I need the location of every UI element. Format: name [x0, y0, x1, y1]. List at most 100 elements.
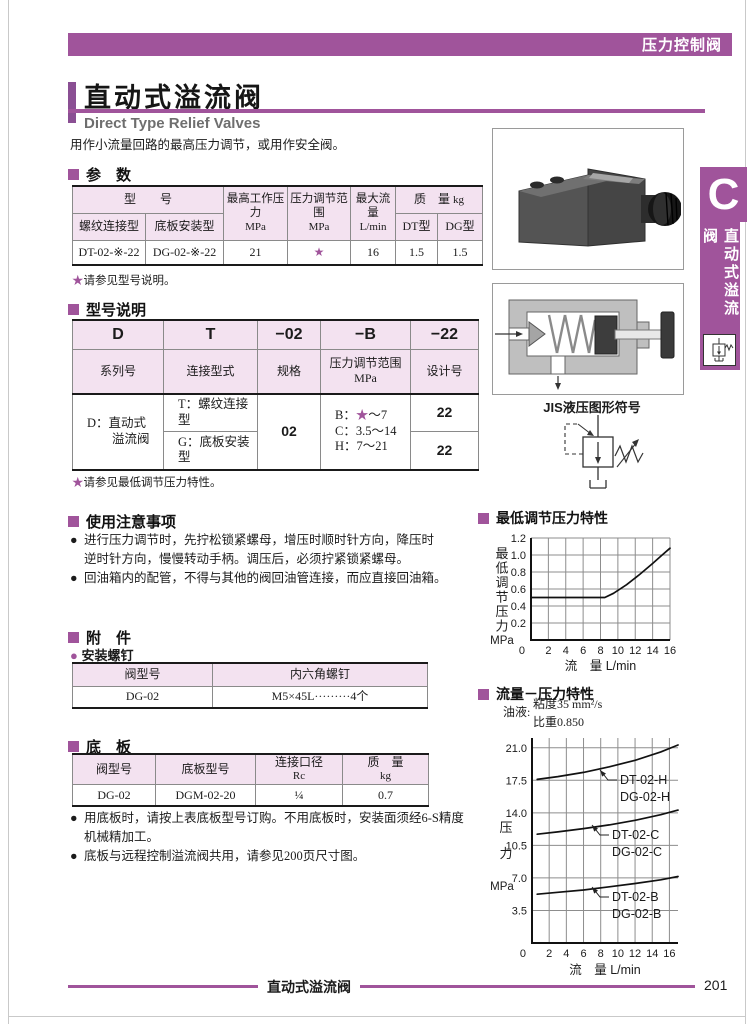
svg-text:21.0: 21.0 [506, 743, 527, 755]
code-spec: −02 [257, 319, 321, 350]
side-tab-letter: C [700, 167, 747, 222]
svg-text:调: 调 [495, 575, 508, 590]
section-heading-label: 最低调节压力特性 [496, 510, 608, 526]
section-heading-accessory: 附 件 [68, 627, 131, 648]
params-note: ★请参见型号说明。 [72, 275, 176, 287]
svg-text:14: 14 [646, 948, 658, 960]
page-edge-left [8, 0, 9, 1024]
col-header-screw: 内六角螺钉 [212, 662, 428, 687]
svg-text:8: 8 [597, 645, 603, 657]
section-heading-params: 参 数 [68, 164, 131, 185]
label-range: 压力调节范围 MPa [320, 349, 411, 395]
cell-max-pressure: 21 [223, 239, 289, 266]
svg-text:0.6: 0.6 [511, 584, 526, 596]
section-heading-label: 附 件 [86, 630, 132, 647]
cell-plate-model: DGM-02-20 [155, 783, 256, 807]
side-tab-symbol-box [703, 334, 736, 366]
jis-relief-valve-symbol-icon [564, 415, 644, 489]
page-title: 直动式溢流阀 [84, 83, 264, 113]
col-header-max-flow: 最大流量 L/min [350, 185, 397, 241]
cell-design-t: 22 [410, 393, 479, 432]
section-square-icon [68, 632, 79, 643]
svg-text:流 量 L/min: 流 量 L/min [569, 963, 641, 977]
side-tab: 直动式溢流阀 [700, 222, 740, 370]
svg-text:0.8: 0.8 [511, 567, 526, 579]
section-square-icon [68, 169, 79, 180]
svg-text:4: 4 [563, 645, 569, 657]
label-conn: 连接型式 [163, 349, 258, 395]
code-conn: T [163, 319, 258, 350]
cell-max-flow: 16 [350, 239, 397, 266]
section-square-icon [478, 512, 489, 524]
svg-text:14.0: 14.0 [506, 808, 527, 820]
svg-text:力: 力 [499, 846, 512, 861]
svg-text:12: 12 [629, 948, 641, 960]
svg-text:流 量 L/min: 流 量 L/min [565, 659, 637, 673]
cross-section-figure [495, 299, 675, 390]
svg-text:0: 0 [519, 645, 525, 657]
bullet-icon: ● [70, 849, 78, 863]
range-b: B：★～7 [335, 408, 388, 423]
col-header-plate-model: 底板型号 [155, 753, 256, 785]
svg-text:7.0: 7.0 [512, 873, 527, 885]
svg-text:1.0: 1.0 [511, 550, 526, 562]
svg-text:DG-02-B: DG-02-B [612, 907, 661, 921]
code-range: −B [320, 319, 411, 350]
svg-text:DG-02-H: DG-02-H [620, 790, 670, 804]
col-header-max-pressure: 最高工作压力 MPa [223, 185, 289, 241]
cell-spec: 02 [257, 393, 321, 470]
cell-valve-model: DG-02 [72, 685, 213, 709]
section-square-icon [478, 688, 489, 700]
cell-ranges: B：★～7 C：3.5～14 H：7～21 [320, 393, 411, 470]
col-header-valve-model: 阀型号 [72, 753, 156, 785]
subplate-table: 阀型号 底板型号 连接口径 Rc 质 量 kg DG-02 DGM-02-20 ¼ … [72, 753, 429, 808]
svg-text:压: 压 [499, 820, 512, 835]
svg-text:10.5: 10.5 [506, 840, 527, 852]
section-heading-label: 使用注意事项 [86, 514, 177, 531]
svg-text:DG-02-C: DG-02-C [612, 845, 662, 859]
product-photo-box [492, 128, 684, 270]
cell-valve-model: DG-02 [72, 783, 156, 807]
cell-conn-t: T：螺纹连接型 [163, 393, 258, 432]
page-edge-bottom [8, 1016, 746, 1017]
col-header-valve-model: 阀型号 [72, 662, 213, 687]
section-heading-usage: 使用注意事项 [68, 511, 176, 532]
cross-section-box [492, 283, 684, 395]
section-heading-label: 底 板 [86, 739, 132, 756]
side-tab-label: 直动式溢流阀 [701, 228, 739, 318]
svg-text:10: 10 [612, 645, 624, 657]
label-spec: 规格 [257, 349, 321, 395]
bullet-icon: ● [70, 648, 82, 663]
list-item: ● 底板与远程控制溢流阀共用，请参见200页尺寸图。 [70, 847, 488, 866]
model-code-note: ★请参见最低调节压力特性。 [72, 477, 222, 489]
label-design: 设计号 [410, 349, 479, 395]
col-header-port: 连接口径 Rc [255, 753, 343, 785]
cell-mass: 0.7 [342, 783, 429, 807]
svg-text:16: 16 [663, 948, 675, 960]
page-number: 201 [704, 977, 728, 993]
svg-text:0.2: 0.2 [511, 618, 526, 630]
svg-text:0: 0 [520, 948, 526, 960]
col-header-dt: DT型 [395, 212, 439, 241]
bullet-icon: ● [70, 811, 78, 825]
title-accent-bar [68, 82, 76, 123]
range-c: C：3.5～14 [335, 423, 397, 438]
section-heading-model-code: 型号说明 [68, 299, 146, 320]
flow-pressure-chart: 2 4 6 8 10 12 14 16 3.5 7.0 10.5 14.0 17.5 21.0 0 DT-02… [490, 738, 679, 977]
oil-gravity: 比重0.850 [533, 715, 585, 729]
cell-design-g: 22 [410, 431, 479, 470]
jis-symbol-caption: JIS液压图形符号 [543, 400, 641, 415]
svg-text:6: 6 [580, 645, 586, 657]
section-square-icon [68, 304, 79, 315]
svg-text:17.5: 17.5 [506, 775, 527, 787]
svg-text:10: 10 [612, 948, 624, 960]
section-heading-label: 型号说明 [86, 302, 147, 319]
col-header-adj-range: 压力调节范围 MPa [287, 185, 352, 241]
usage-notes-list: ● 进行压力调节时，先拧松锁紧螺母，增压时顺时针方向，降压时 逆时针方向，慢慢转动… [70, 531, 488, 588]
svg-text:低: 低 [495, 561, 508, 576]
svg-text:16: 16 [664, 645, 676, 657]
relief-valve-mini-symbol-icon [712, 338, 734, 362]
svg-text:14: 14 [647, 645, 659, 657]
list-item: ● 进行压力调节时，先拧松锁紧螺母，增压时顺时针方向，降压时 逆时针方向，慢慢转动… [70, 531, 488, 569]
svg-text:DT-02-B: DT-02-B [612, 890, 659, 904]
